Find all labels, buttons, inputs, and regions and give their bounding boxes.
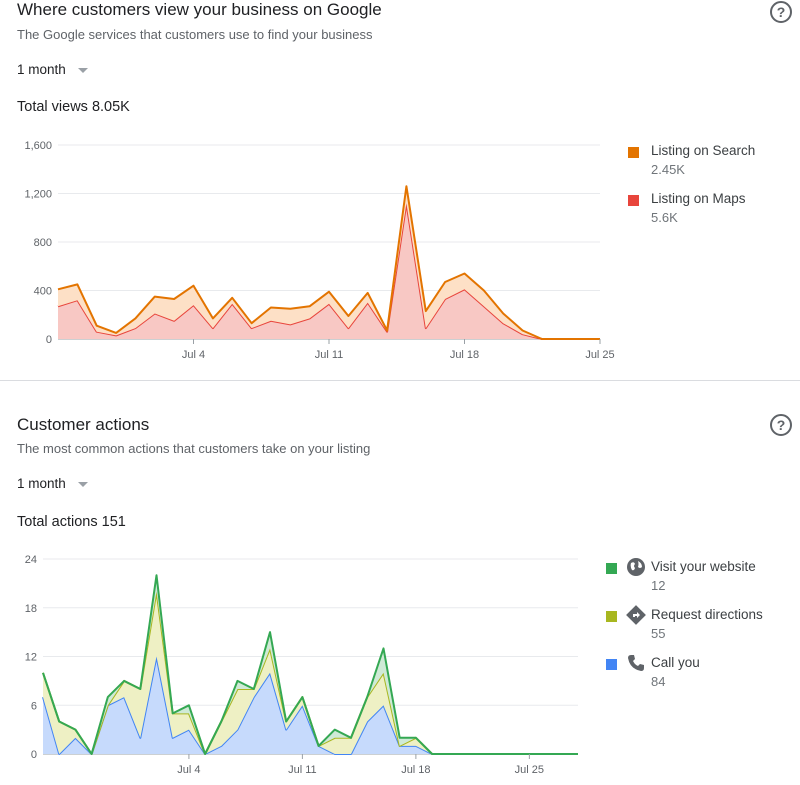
views-card-subtitle: The Google services that customers use t… [17, 27, 373, 42]
globe-icon [627, 558, 645, 576]
x-tick-label: Jul 11 [288, 764, 317, 776]
y-tick-label: 400 [34, 286, 52, 298]
views-total: Total views 8.05K [17, 99, 130, 115]
x-tick-label: Jul 4 [182, 349, 205, 361]
chevron-down-icon [77, 481, 88, 487]
actions-chart: 0 6 12 18 24 Jul 4 Jul 11 Jul 18 Jul 25 [25, 554, 578, 776]
x-tick-label: Jul 18 [450, 349, 479, 361]
card-divider [0, 380, 800, 392]
legend-value: 84 [651, 674, 666, 689]
y-tick-label: 0 [31, 749, 37, 761]
actions-card: Customer actions ? The most common actio… [0, 392, 800, 785]
y-tick-label: 0 [46, 334, 52, 346]
legend-value: 12 [651, 578, 666, 593]
legend-value: 5.6K [651, 210, 678, 225]
legend-value: 55 [651, 626, 666, 641]
y-tick-label: 800 [34, 237, 52, 249]
help-icon[interactable]: ? [770, 1, 792, 23]
y-tick-label: 1,200 [24, 189, 52, 201]
legend-label: Visit your website [651, 559, 756, 574]
y-tick-label: 12 [25, 652, 37, 664]
series-area-call-you [43, 656, 578, 754]
legend-label: Request directions [651, 607, 763, 622]
legend-swatch [606, 563, 617, 574]
chevron-down-icon [77, 67, 88, 73]
series-line-visit-your-website [42, 574, 578, 755]
x-tick-label: Jul 25 [585, 349, 614, 361]
legend-label: Listing on Search [651, 143, 756, 158]
legend-value: 2.45K [651, 162, 685, 177]
directions-icon [626, 605, 646, 625]
x-tick-label: Jul 25 [515, 764, 544, 776]
legend-label: Listing on Maps [651, 191, 746, 206]
help-icon[interactable]: ? [770, 414, 792, 436]
actions-range-label: 1 month [17, 476, 66, 491]
legend-swatch [628, 147, 639, 158]
x-tick-label: Jul 18 [401, 764, 430, 776]
legend-swatch [606, 659, 617, 670]
series-line-listing-on-search [57, 185, 600, 340]
legend-swatch [606, 611, 617, 622]
actions-total: Total actions 151 [17, 514, 126, 530]
actions-card-title: Customer actions [17, 415, 150, 434]
actions-card-subtitle: The most common actions that customers t… [17, 441, 371, 456]
x-tick-label: Jul 4 [177, 764, 200, 776]
legend-label: Call you [651, 655, 700, 670]
y-tick-label: 1,600 [24, 140, 52, 152]
x-tick-label: Jul 11 [315, 349, 344, 361]
series-area-listing-on-maps [58, 203, 600, 339]
phone-icon [628, 655, 644, 671]
views-range-label: 1 month [17, 62, 66, 77]
series-area-listing-on-search [58, 186, 600, 339]
views-card-title: Where customers view your business on Go… [17, 0, 382, 19]
y-tick-label: 18 [25, 603, 37, 615]
y-tick-label: 6 [31, 700, 37, 712]
actions-range-dropdown[interactable]: 1 month [17, 476, 88, 491]
views-card: Where customers view your business on Go… [0, 0, 800, 380]
legend-swatch [628, 195, 639, 206]
views-range-dropdown[interactable]: 1 month [17, 62, 88, 77]
y-tick-label: 24 [25, 554, 37, 566]
views-chart: 0 400 800 1,200 1,600 Jul 4 Jul 11 Jul 18 Jul 25 [24, 140, 614, 361]
